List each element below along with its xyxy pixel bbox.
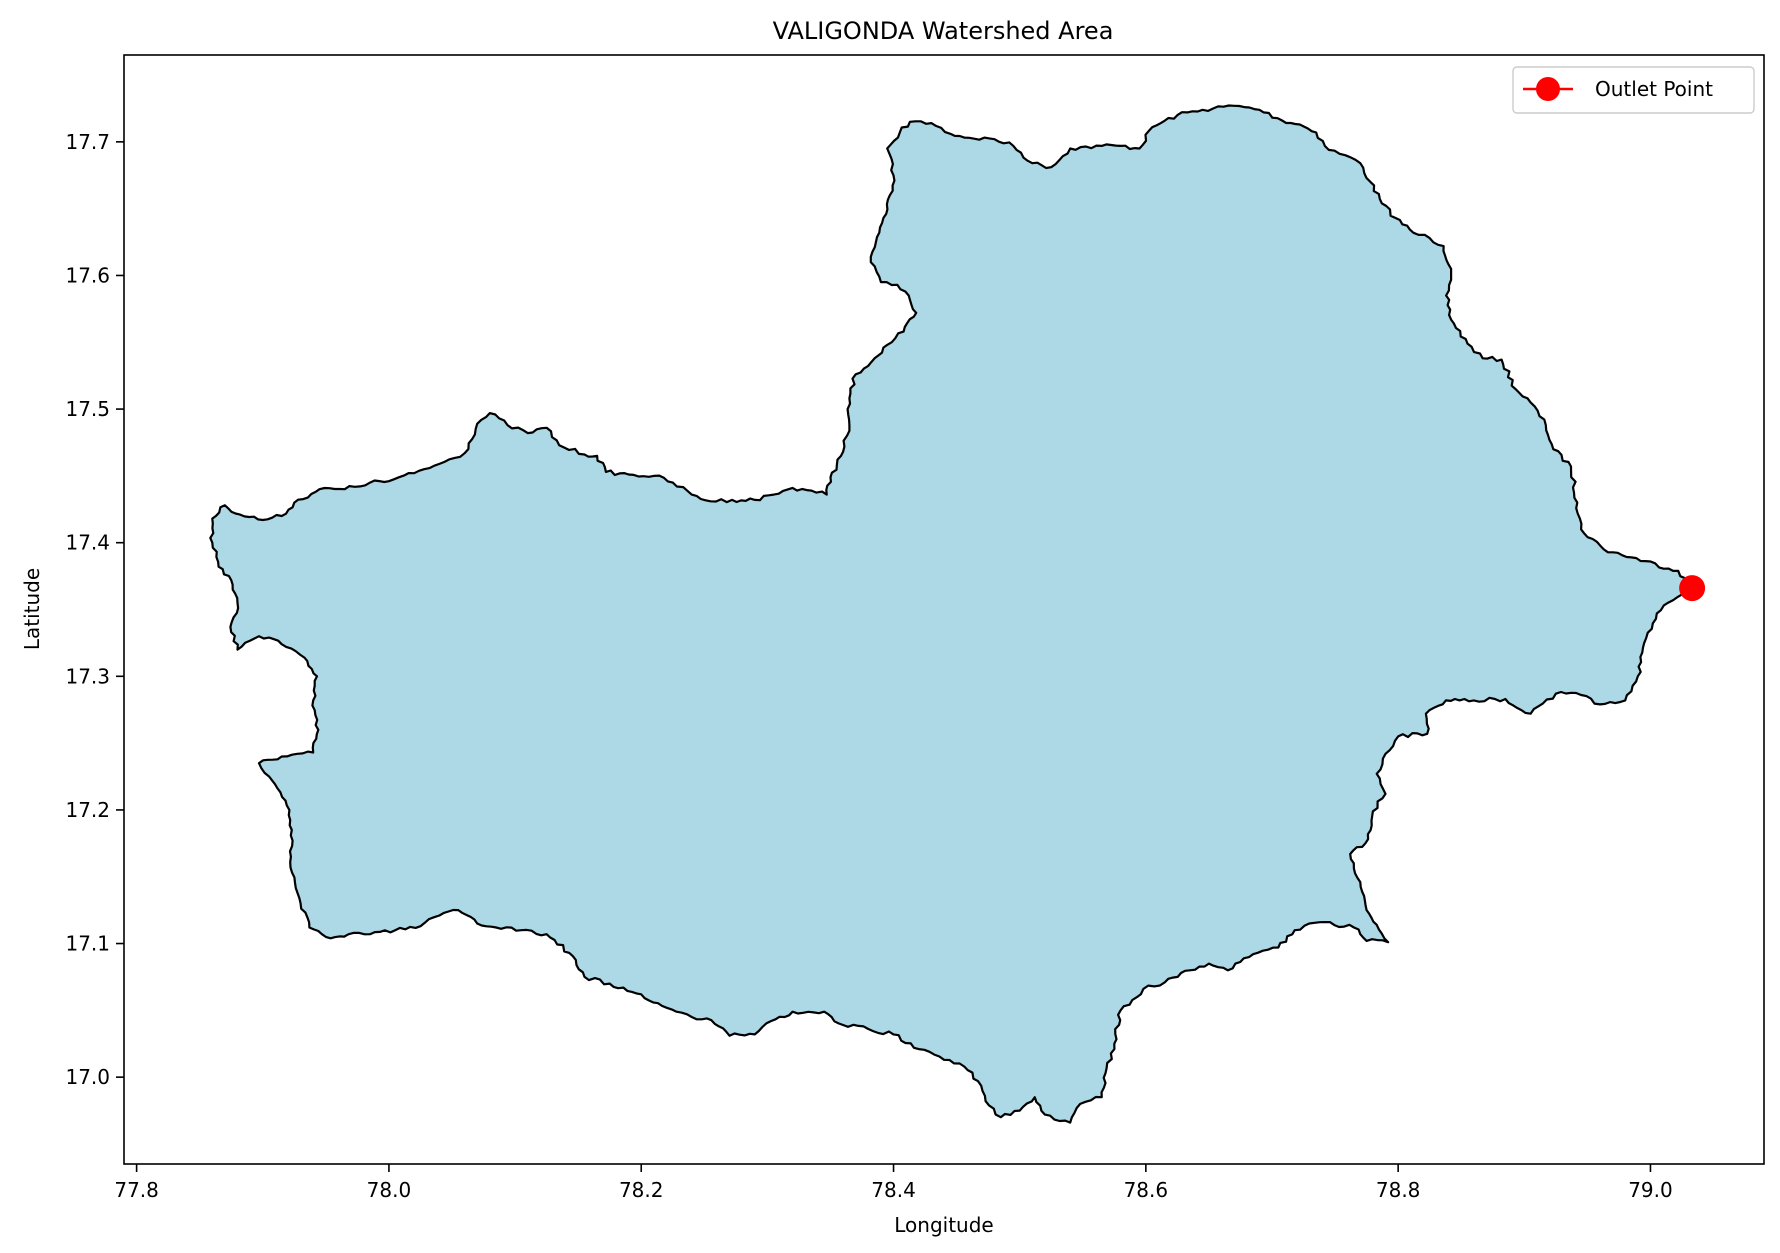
x-axis-label: Longitude: [894, 1213, 993, 1237]
x-tick-label: 79.0: [1628, 1178, 1673, 1202]
x-tick-label: 78.2: [619, 1178, 664, 1202]
y-axis-label: Latitude: [20, 568, 44, 650]
x-tick-label: 78.4: [871, 1178, 916, 1202]
plot-area: 77.8 78.0 78.2 78.4 78.6 78.8 79.0 17.017.117.…: [65, 54, 1765, 1202]
plot-frame: [123, 54, 1765, 1165]
outlet-point-marker: [1679, 575, 1706, 602]
y-tick-label: 17.4: [65, 531, 110, 555]
watershed-polygon: [209, 104, 1694, 1124]
y-tick-label: 17.7: [65, 130, 110, 154]
y-tick-label: 17.3: [65, 664, 110, 688]
y-tick-label: 17.2: [65, 798, 110, 822]
y-tick-label: 17.6: [65, 263, 110, 287]
legend-box: [1512, 66, 1755, 114]
legend-label: Outlet Point: [1595, 77, 1713, 101]
x-tick-label: 78.8: [1376, 1178, 1421, 1202]
legend-marker-swatch: [1536, 77, 1560, 101]
chart-title: VALIGONDA Watershed Area: [773, 17, 1114, 45]
y-tick-label: 17.0: [65, 1065, 110, 1089]
x-tick-label: 78.0: [367, 1178, 412, 1202]
x-tick-label: 77.8: [114, 1178, 159, 1202]
x-tick-label: 78.6: [1124, 1178, 1169, 1202]
y-tick-label: 17.1: [65, 932, 110, 956]
y-tick-label: 17.5: [65, 397, 110, 421]
x-axis-ticks: 77.8 78.0 78.2 78.4 78.6 78.8 79.0: [114, 1164, 1673, 1202]
y-axis-ticks: 17.0 17.1 17.2 17.3 17.4 17.5 17.6 17.7: [65, 130, 124, 1089]
legend: Outlet Point: [1512, 66, 1755, 114]
